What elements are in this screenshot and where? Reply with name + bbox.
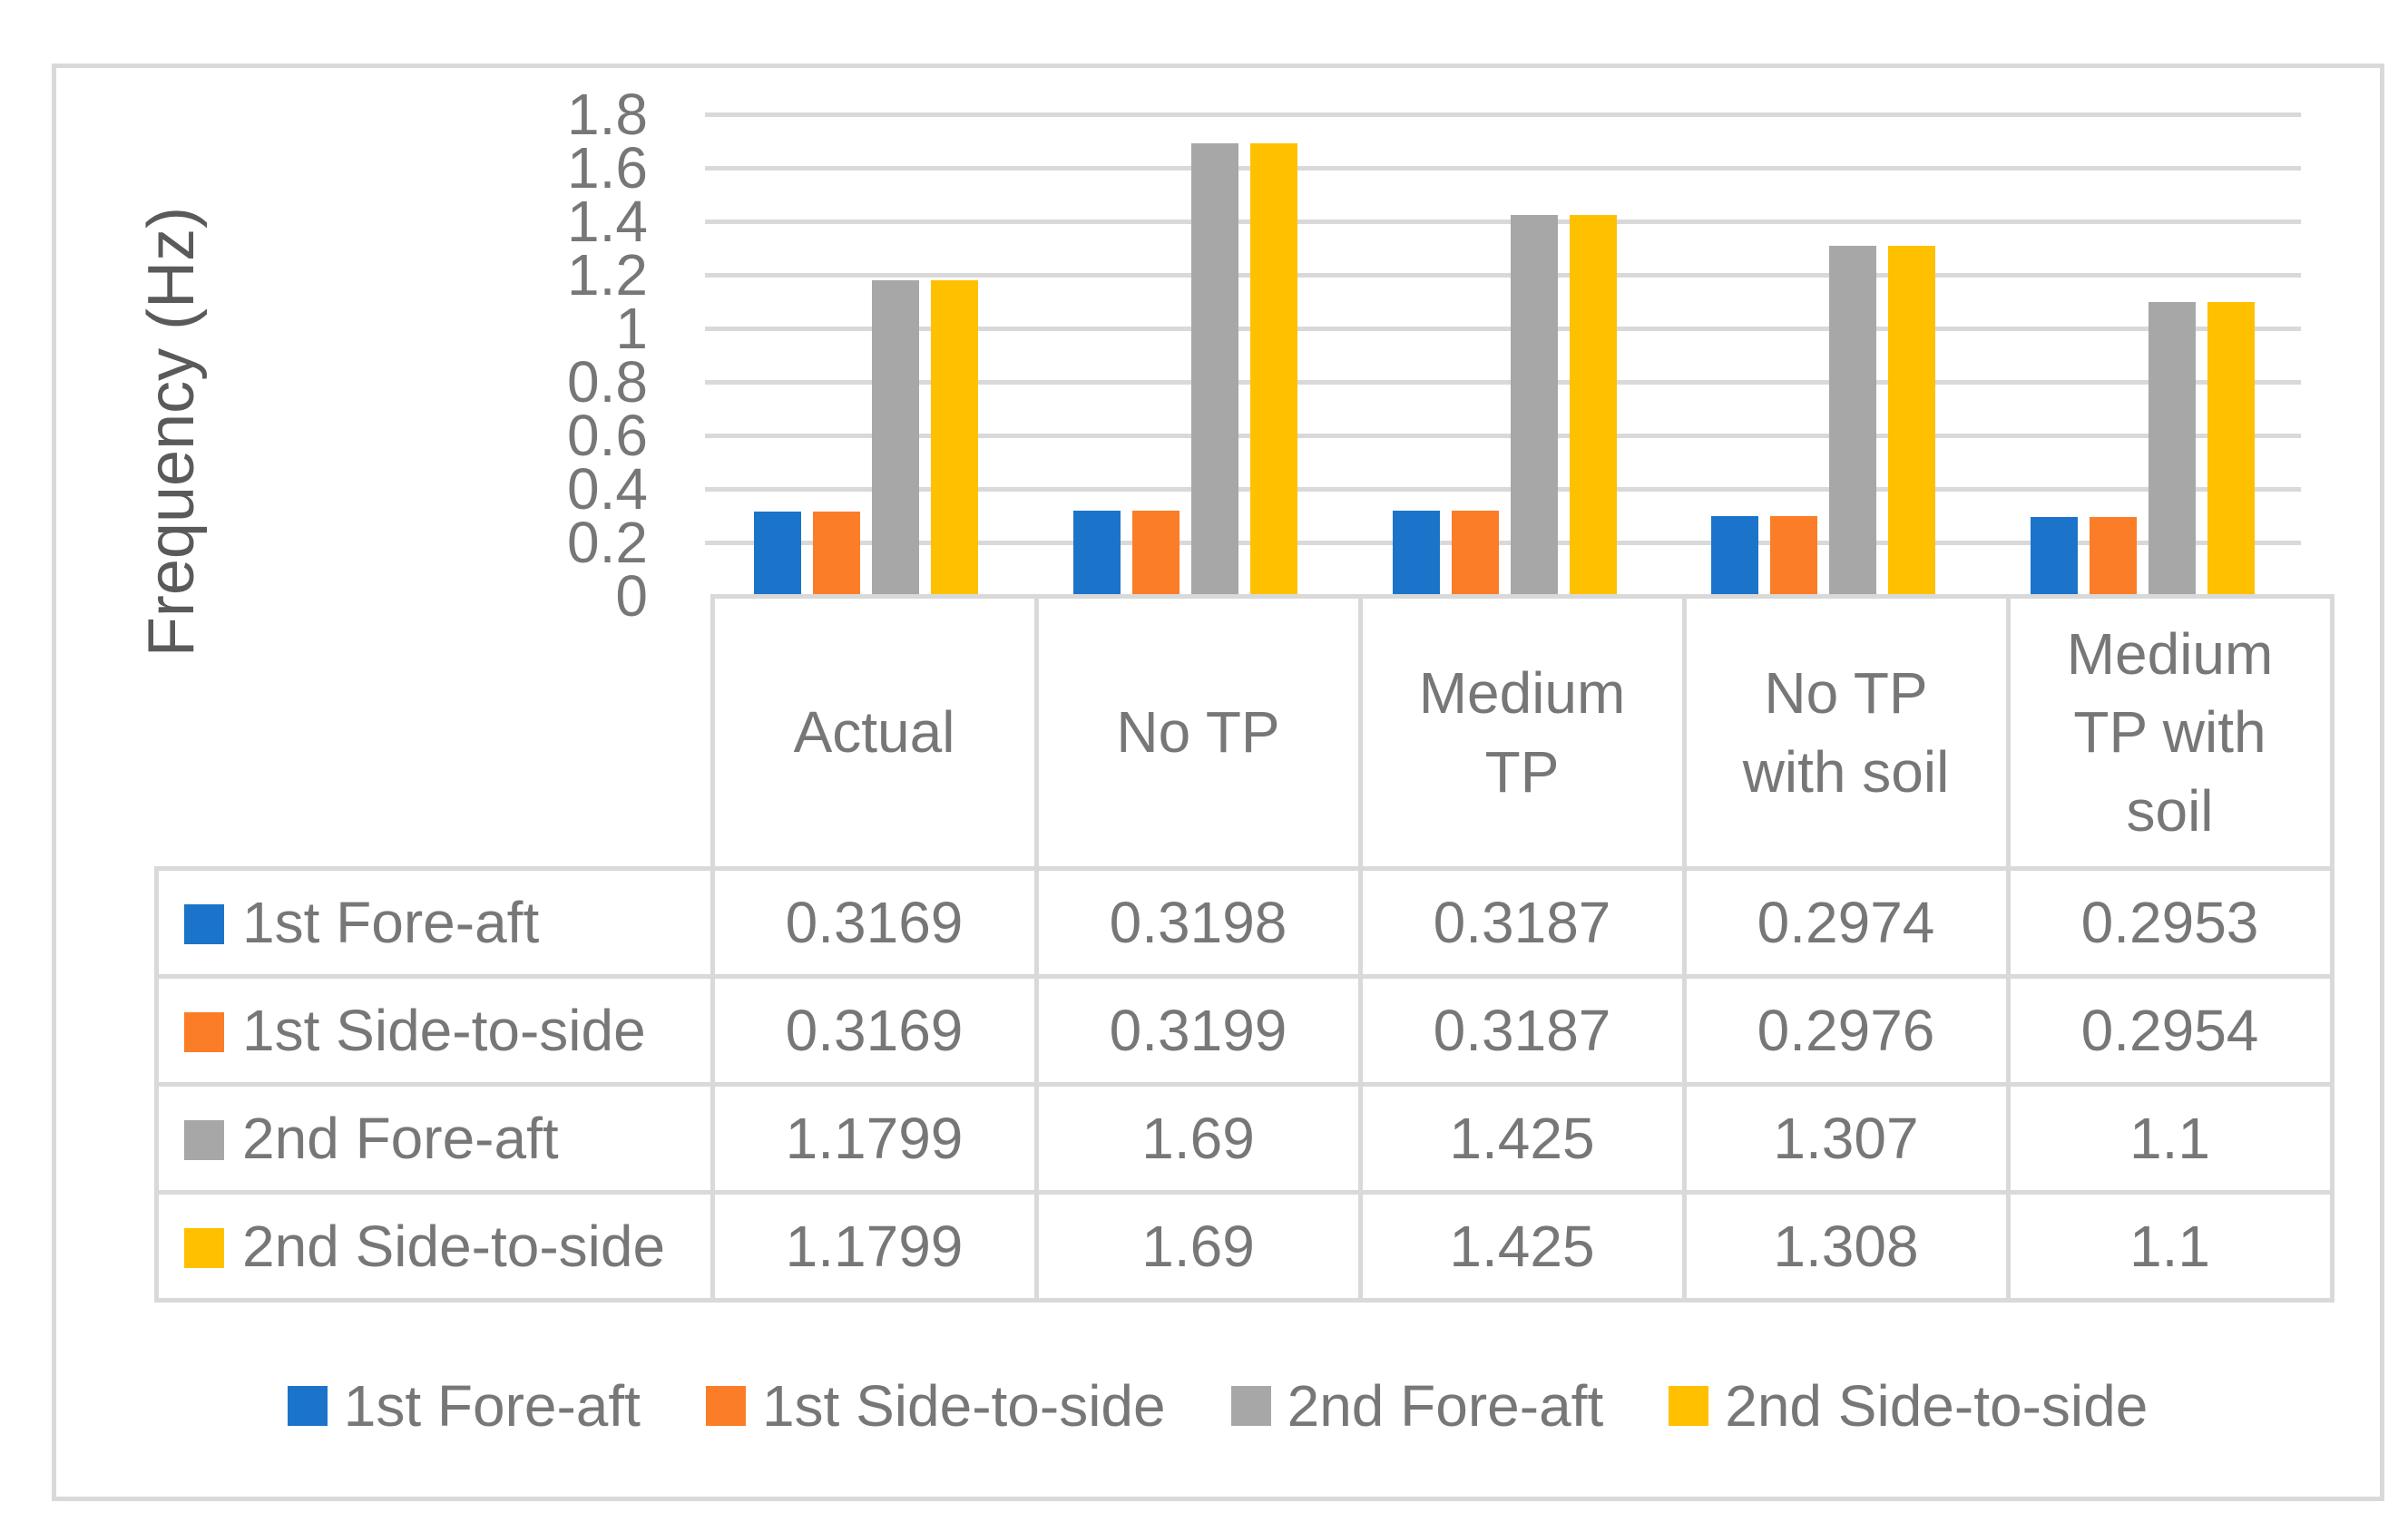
series-label-cell: 1st Fore-aft	[154, 866, 715, 979]
legend-swatch-icon	[1669, 1386, 1709, 1426]
value-cell: 1.1	[2005, 1082, 2335, 1195]
table-row: 1st Fore-aft 0.3169 0.3198 0.3187 0.2974 0.29…	[154, 866, 2335, 979]
bar-1st-side-to-side	[1770, 516, 1818, 596]
bar-2nd-side-to-side	[2207, 301, 2256, 596]
gridline	[705, 487, 2301, 492]
bar-2nd-fore-aft	[1190, 143, 1238, 596]
bar-1st-side-to-side	[1451, 510, 1499, 596]
value-cell: 0.3169	[710, 974, 1039, 1087]
table-header-row: Actual No TP Medium TP No TP with soil Mediu…	[157, 594, 2335, 871]
legend-swatch-icon	[1230, 1386, 1271, 1426]
bar-2nd-side-to-side	[1888, 246, 1936, 596]
category-header-no-tp-with-soil: No TP with soil	[1681, 594, 2011, 871]
gridline	[705, 166, 2301, 171]
legend-label: 2nd Fore-aft	[1287, 1373, 1604, 1439]
legend-item-1st-side-to-side: 1st Side-to-side	[705, 1373, 1166, 1439]
gridline	[705, 112, 2301, 117]
bar-1st-side-to-side	[1131, 510, 1180, 596]
y-tick-label: 0.4	[567, 456, 648, 522]
legend-label: 1st Fore-aft	[343, 1373, 641, 1439]
y-tick-label: 1.2	[567, 242, 648, 307]
gridline	[705, 541, 2301, 545]
legend-swatch-icon	[705, 1386, 746, 1426]
bar-1st-fore-aft	[2031, 516, 2079, 596]
table-row: 2nd Side-to-side 1.1799 1.69 1.425 1.308 1.1	[154, 1190, 2335, 1303]
value-cell: 0.3169	[710, 866, 1039, 979]
legend-item-2nd-side-to-side: 2nd Side-to-side	[1669, 1377, 2148, 1435]
value-cell: 1.1799	[710, 1082, 1039, 1195]
value-cell: 1.1	[2005, 1190, 2335, 1303]
bar-2nd-fore-aft	[2149, 301, 2197, 596]
bar-2nd-side-to-side	[1249, 143, 1297, 596]
bar-2nd-side-to-side	[931, 279, 978, 596]
bar-1st-fore-aft	[1392, 510, 1440, 596]
chart-figure: Frequency (Hz) 1.8 1.6 1.4 1.2 1 0.8 0.6 0.4 0.2…	[52, 63, 2384, 1501]
value-cell: 0.3187	[1357, 866, 1687, 979]
plot-area	[705, 112, 2301, 596]
gridline	[705, 327, 2301, 331]
value-cell: 1.425	[1357, 1190, 1687, 1303]
category-header-medium-tp: Medium TP	[1357, 594, 1687, 871]
legend-label: 1st Side-to-side	[761, 1373, 1166, 1439]
value-cell: 0.2954	[2005, 974, 2335, 1087]
gridline	[705, 273, 2301, 278]
series-swatch-icon	[184, 904, 224, 945]
legend-swatch-icon	[287, 1386, 328, 1426]
y-tick-label: 1.8	[567, 82, 648, 147]
y-tick-label: 0.8	[567, 349, 648, 415]
value-cell: 0.2974	[1681, 866, 2011, 979]
table-row: 1st Side-to-side 0.3169 0.3199 0.3187 0.2976…	[154, 974, 2335, 1087]
value-cell: 0.2953	[2005, 866, 2335, 979]
y-tick-label: 1.4	[567, 189, 648, 254]
value-cell: 1.69	[1033, 1082, 1363, 1195]
series-label-cell: 2nd Side-to-side	[154, 1190, 715, 1303]
legend: 1st Fore-aft 1st Side-to-side 2nd Fore-aft…	[133, 1373, 2302, 1439]
value-cell: 1.425	[1357, 1082, 1687, 1195]
y-tick-label: 1	[615, 296, 648, 361]
bar-1st-side-to-side	[813, 511, 860, 596]
table-corner-blank	[157, 597, 713, 869]
category-header-medium-tp-with-soil: Medium TP with soil	[2005, 594, 2335, 871]
bar-1st-fore-aft	[1072, 510, 1121, 596]
bar-2nd-side-to-side	[1569, 214, 1617, 596]
value-cell: 1.307	[1681, 1082, 2011, 1195]
value-cell: 0.3199	[1033, 974, 1363, 1087]
y-tick-label: 1.6	[567, 135, 648, 200]
legend-item-2nd-fore-aft: 2nd Fore-aft	[1230, 1373, 1604, 1439]
value-cell: 0.3198	[1033, 866, 1363, 979]
y-tick-label: 0.2	[567, 510, 648, 575]
value-cell: 0.2976	[1681, 974, 2011, 1087]
gridline	[705, 434, 2301, 438]
table-row: 2nd Fore-aft 1.1799 1.69 1.425 1.307 1.1	[154, 1082, 2335, 1195]
value-cell: 1.1799	[710, 1190, 1039, 1303]
bar-2nd-fore-aft	[872, 279, 919, 596]
gridline	[705, 220, 2301, 224]
gridline	[705, 380, 2301, 385]
bar-1st-side-to-side	[2090, 516, 2138, 596]
y-tick-label: 0	[615, 563, 648, 629]
series-swatch-icon	[184, 1228, 224, 1269]
series-label-cell: 2nd Fore-aft	[154, 1082, 715, 1195]
legend-label: 2nd Side-to-side	[1725, 1373, 2149, 1439]
bar-1st-fore-aft	[1711, 516, 1759, 596]
category-header-no-tp: No TP	[1033, 594, 1363, 871]
legend-item-1st-fore-aft: 1st Fore-aft	[287, 1373, 641, 1439]
category-header-actual: Actual	[710, 594, 1039, 871]
bar-2nd-fore-aft	[1510, 214, 1558, 596]
data-table: Actual No TP Medium TP No TP with soil Mediu…	[154, 594, 2335, 1303]
value-cell: 1.308	[1681, 1190, 2011, 1303]
series-label-cell: 1st Side-to-side	[154, 974, 715, 1087]
series-swatch-icon	[184, 1012, 224, 1053]
bar-1st-fore-aft	[754, 511, 801, 596]
y-tick-label: 0.6	[567, 403, 648, 468]
bar-2nd-fore-aft	[1829, 246, 1877, 596]
value-cell: 1.69	[1033, 1190, 1363, 1303]
value-cell: 0.3187	[1357, 974, 1687, 1087]
series-swatch-icon	[184, 1120, 224, 1161]
